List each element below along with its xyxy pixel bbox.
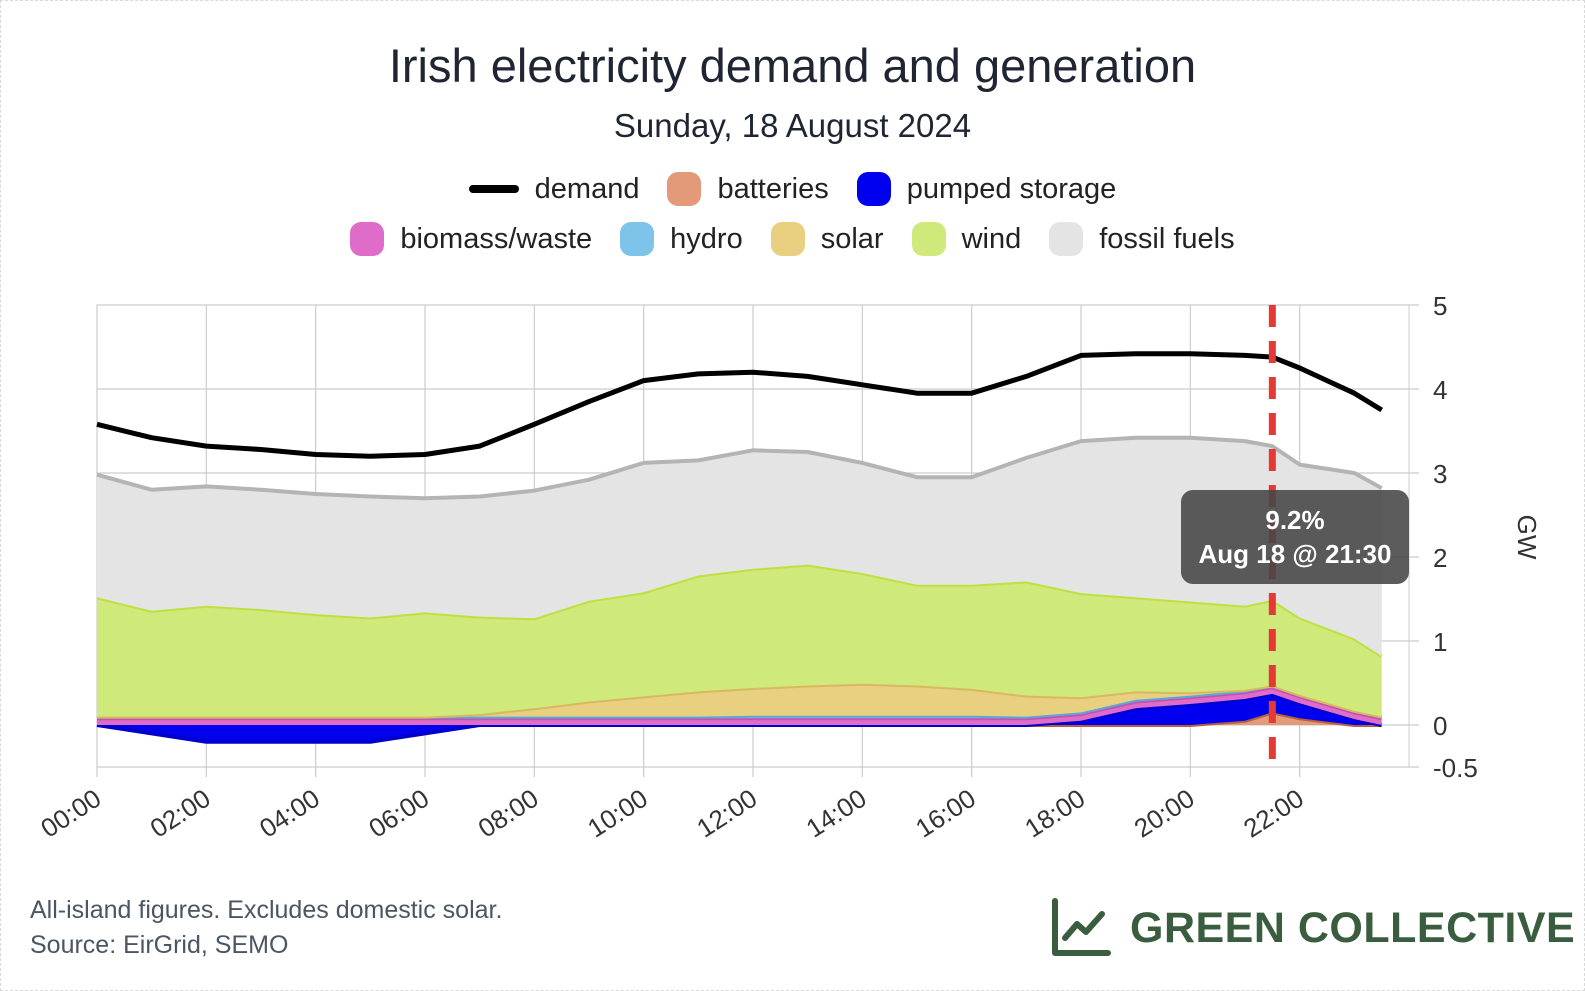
chart-tooltip: 9.2% Aug 18 @ 21:30 bbox=[1181, 490, 1409, 584]
demand-line bbox=[96, 351, 1384, 459]
x-tick-label-9: 18:00 bbox=[1019, 783, 1090, 844]
y-tick-label-5: 0 bbox=[1433, 711, 1447, 741]
legend-label-pumped-storage: pumped storage bbox=[906, 172, 1117, 205]
footnote-coverage: All-island figures. Excludes domestic so… bbox=[30, 896, 503, 924]
tooltip-time: Aug 18 @ 21:30 bbox=[1198, 539, 1392, 569]
legend-row-1: demand batteries pumped storage bbox=[0, 172, 1585, 206]
x-tick-label-4: 08:00 bbox=[473, 783, 544, 844]
footnote-source: Source: EirGrid, SEMO bbox=[30, 931, 289, 959]
tooltip-value: 9.2% bbox=[1265, 505, 1325, 535]
chart-title: Irish electricity demand and generation bbox=[388, 39, 1197, 92]
area-solar bbox=[97, 683, 1382, 717]
x-tick-label-7: 14:00 bbox=[801, 783, 872, 844]
legend-item-fossil-fuels[interactable]: fossil fuels bbox=[1049, 222, 1235, 256]
legend-item-biomass-waste[interactable]: biomass/waste bbox=[350, 222, 592, 256]
legend-swatch-demand bbox=[468, 185, 519, 193]
x-tick-label-11: 22:00 bbox=[1238, 783, 1309, 844]
legend-item-hydro[interactable]: hydro bbox=[620, 222, 743, 256]
area-batteries bbox=[97, 712, 1382, 725]
legend-label-hydro: hydro bbox=[670, 222, 743, 255]
legend-swatch-biomass-waste bbox=[350, 222, 385, 256]
legend-item-batteries[interactable]: batteries bbox=[667, 172, 829, 206]
legend-item-wind[interactable]: wind bbox=[911, 222, 1022, 256]
legend-swatch-batteries bbox=[667, 172, 702, 206]
brand-logo[interactable]: GREEN COLLECTIVE bbox=[1050, 898, 1575, 958]
y-axis-label: GW bbox=[1512, 515, 1542, 560]
legend-item-demand[interactable]: demand bbox=[468, 172, 640, 206]
legend-swatch-hydro bbox=[620, 222, 655, 256]
x-tick-label-8: 16:00 bbox=[910, 783, 981, 844]
x-tick-label-5: 10:00 bbox=[582, 783, 653, 844]
area-fossil-fuels bbox=[97, 437, 1382, 657]
x-tick-label-2: 04:00 bbox=[254, 783, 325, 844]
legend-item-pumped-storage[interactable]: pumped storage bbox=[856, 172, 1117, 206]
y-tick-label-6: -0.5 bbox=[1433, 753, 1478, 783]
y-tick-label-3: 2 bbox=[1433, 543, 1447, 573]
legend-label-solar: solar bbox=[820, 222, 884, 255]
x-tick-label-3: 06:00 bbox=[363, 783, 434, 844]
y-tick-label-1: 4 bbox=[1433, 375, 1447, 405]
y-tick-label-2: 3 bbox=[1433, 459, 1447, 489]
y-tick-label-0: 5 bbox=[1433, 291, 1447, 321]
legend-swatch-pumped-storage bbox=[856, 172, 891, 206]
legend-label-demand: demand bbox=[534, 172, 640, 205]
x-tick-label-1: 02:00 bbox=[145, 783, 216, 844]
legend-label-fossil-fuels: fossil fuels bbox=[1099, 222, 1235, 255]
x-tick-label-6: 12:00 bbox=[691, 783, 762, 844]
legend-label-wind: wind bbox=[961, 222, 1022, 255]
chart-subtitle: Sunday, 18 August 2024 bbox=[613, 107, 972, 144]
area-edge-fossil-fuels bbox=[96, 435, 1383, 501]
legend-label-biomass-waste: biomass/waste bbox=[400, 222, 593, 255]
legend-swatch-wind bbox=[911, 222, 946, 256]
x-tick-label-0: 00:00 bbox=[35, 783, 106, 844]
legend-row-2: biomass/waste hydro solar wind fossil fu… bbox=[0, 222, 1585, 256]
x-tick-label-10: 20:00 bbox=[1129, 783, 1200, 844]
y-tick-label-4: 1 bbox=[1433, 627, 1447, 657]
area-pumped-storage bbox=[97, 693, 1382, 742]
brand-name: GREEN COLLECTIVE bbox=[1130, 903, 1576, 952]
legend-label-batteries: batteries bbox=[717, 172, 829, 205]
legend-item-solar[interactable]: solar bbox=[770, 222, 884, 256]
legend-swatch-solar bbox=[770, 222, 805, 256]
line-chart-icon bbox=[1052, 898, 1111, 956]
area-wind bbox=[97, 564, 1382, 717]
legend-swatch-fossil-fuels bbox=[1049, 222, 1084, 256]
